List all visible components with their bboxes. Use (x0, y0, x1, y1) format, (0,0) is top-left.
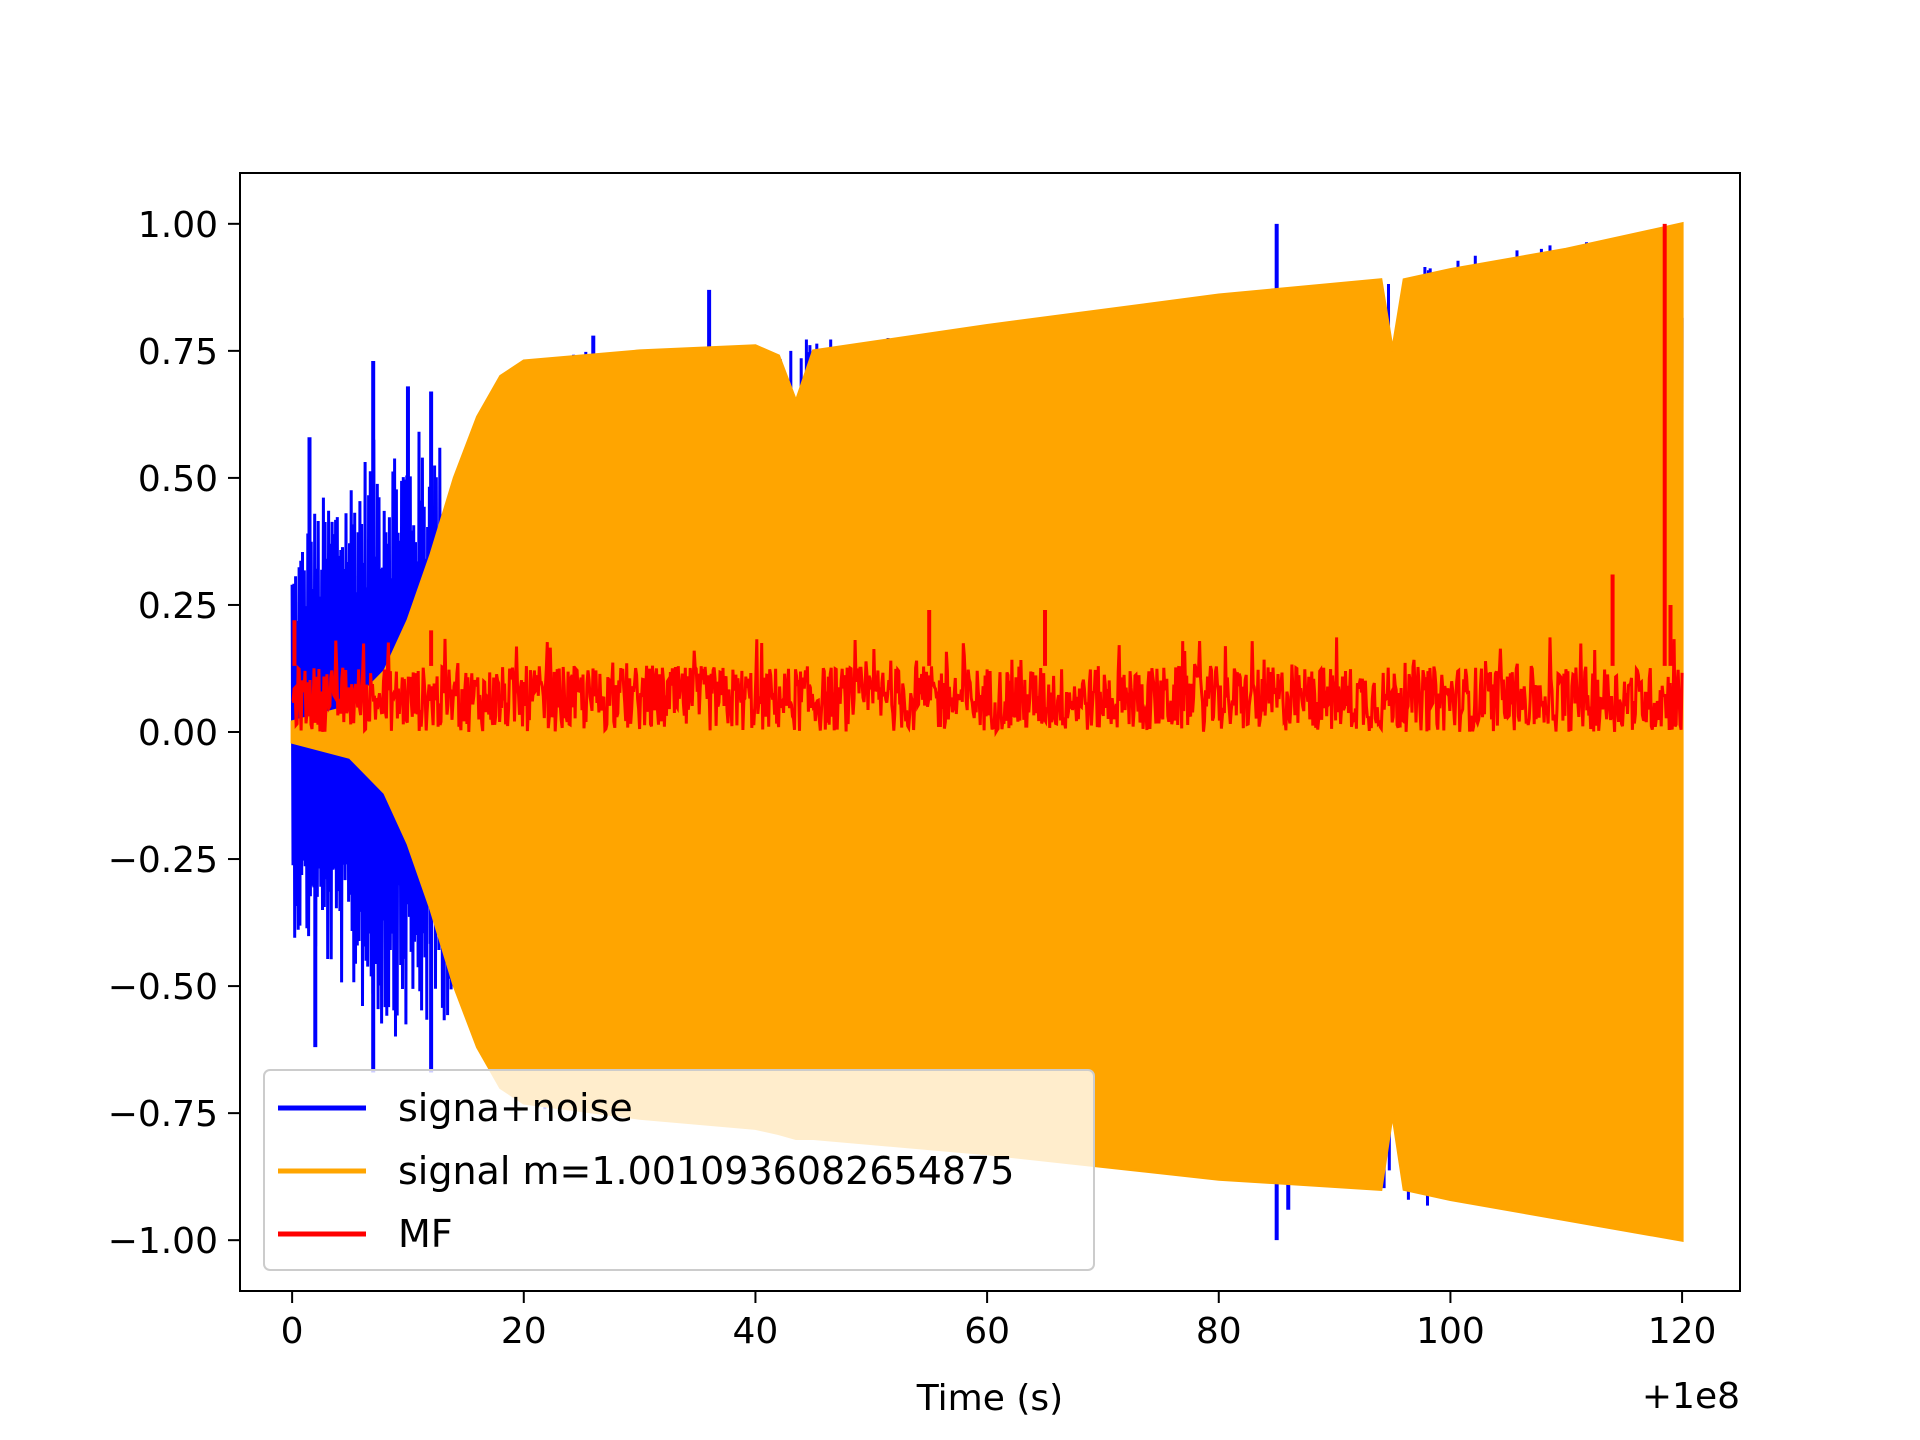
legend-label: MF (398, 1212, 453, 1256)
x-tick-label: 60 (964, 1311, 1010, 1352)
legend-label: signal m=1.0010936082654875 (398, 1149, 1014, 1193)
x-offset-label: +1e8 (1642, 1376, 1740, 1417)
series-mf-line (291, 637, 1684, 738)
x-tick-label: 20 (501, 1311, 547, 1352)
y-tick-label: −0.75 (108, 1094, 218, 1135)
legend-frame (263, 1069, 1095, 1271)
y-axis: 1.00 0.75 0.50 0.25 0.00 −0.25 −0.50 −0.75 −1.00 (108, 205, 240, 1262)
y-tick-label: −0.50 (108, 967, 218, 1008)
x-axis: 0 20 40 60 80 100 120 (281, 1291, 1717, 1352)
y-tick-label: 0.25 (138, 586, 218, 627)
y-tick-label: 1.00 (138, 205, 218, 246)
x-axis-label: Time (s) (916, 1378, 1063, 1419)
x-tick-label: 40 (733, 1311, 779, 1352)
y-tick-label: −1.00 (108, 1221, 218, 1262)
series-signal-band (290, 221, 1684, 1242)
y-tick-label: 0.50 (138, 459, 218, 500)
y-tick-label: −0.25 (108, 840, 218, 881)
x-tick-label: 80 (1196, 1311, 1242, 1352)
x-tick-label: 0 (281, 1311, 304, 1352)
series-layer (290, 221, 1684, 1242)
y-tick-label: 0.00 (138, 713, 218, 754)
legend-label: signa+noise (398, 1086, 633, 1130)
x-tick-label: 100 (1416, 1311, 1485, 1352)
legend: signa+noise signal m=1.0010936082654875 MF (263, 1069, 1095, 1271)
x-tick-label: 120 (1648, 1311, 1717, 1352)
y-tick-label: 0.75 (138, 332, 218, 373)
